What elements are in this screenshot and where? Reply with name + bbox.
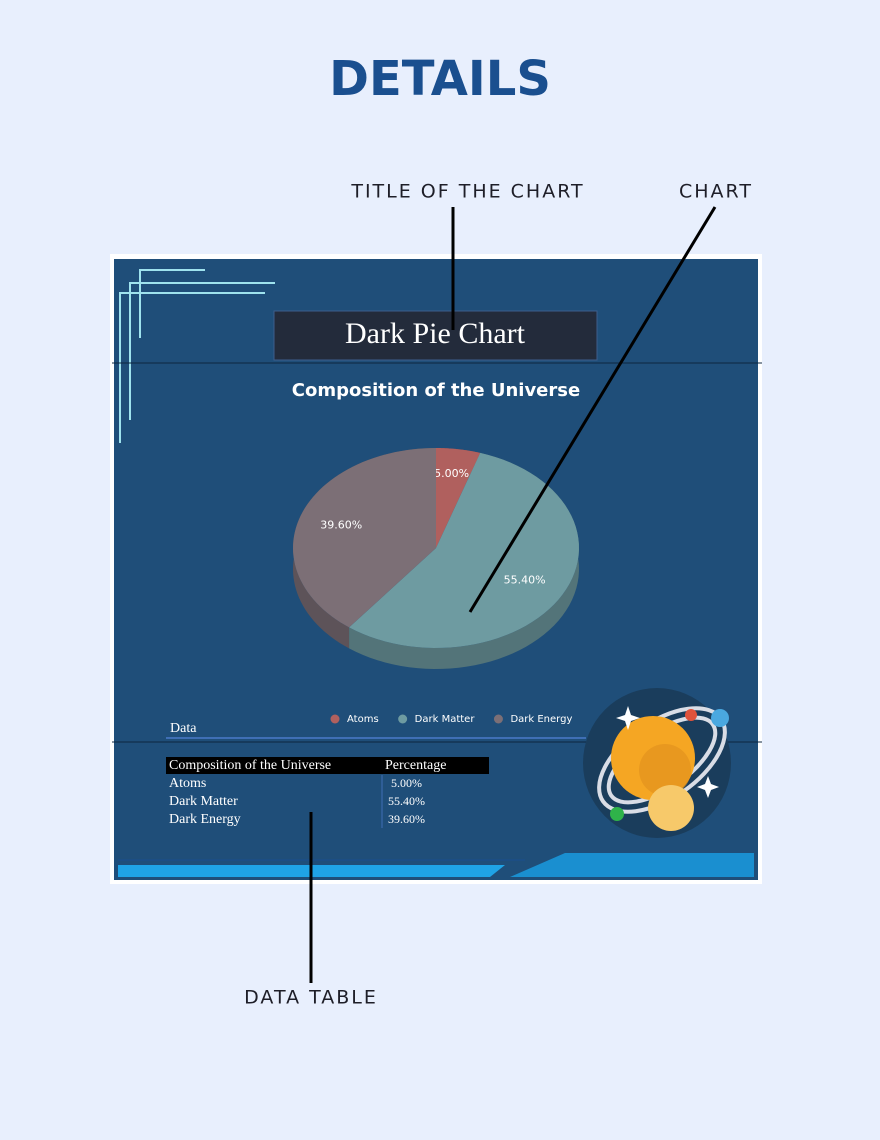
legend-swatch xyxy=(398,714,408,724)
pie: 5.00% 55.40% 39.60% xyxy=(293,448,579,669)
table-header-cell: Composition of the Universe xyxy=(169,758,331,773)
chart-title: Composition of the Universe xyxy=(292,380,580,401)
table-title: Data xyxy=(170,721,197,736)
legend-label: Atoms xyxy=(347,714,379,725)
table-cell: Dark Energy xyxy=(169,812,241,827)
pie-side xyxy=(349,452,579,669)
table-cell: 5.00% xyxy=(391,776,422,790)
legend-swatch xyxy=(493,714,503,724)
callout-label: CHART xyxy=(679,181,753,203)
table-cell: 55.40% xyxy=(388,794,425,808)
legend-swatch xyxy=(330,714,340,724)
illustration xyxy=(583,688,731,838)
legend: Atoms Dark Matter Dark Energy xyxy=(330,714,572,725)
pie-slice xyxy=(349,452,579,648)
callout-label: DATA TABLE xyxy=(244,987,378,1009)
pie-slice xyxy=(436,448,481,548)
legend-label: Dark Matter xyxy=(415,714,476,725)
callout-label: TITLE OF THE CHART xyxy=(350,181,584,203)
table-header xyxy=(166,757,489,774)
legend-label: Dark Energy xyxy=(510,714,572,725)
table-header-cell: Percentage xyxy=(385,758,446,773)
table-cell: 39.60% xyxy=(388,812,425,826)
pie-slice xyxy=(293,448,436,628)
callout-line xyxy=(309,206,717,983)
sheet-title-box xyxy=(273,310,598,361)
table-cell: Dark Matter xyxy=(169,794,238,809)
data-label: 39.60% xyxy=(320,519,362,532)
page-title: DETAILS xyxy=(329,51,551,107)
corner-decoration xyxy=(119,269,275,443)
table-cell: Atoms xyxy=(169,776,206,791)
data-label: 5.00% xyxy=(434,467,469,480)
data-label: 55.40% xyxy=(504,574,546,587)
sheet-title: Dark Pie Chart xyxy=(345,317,526,350)
